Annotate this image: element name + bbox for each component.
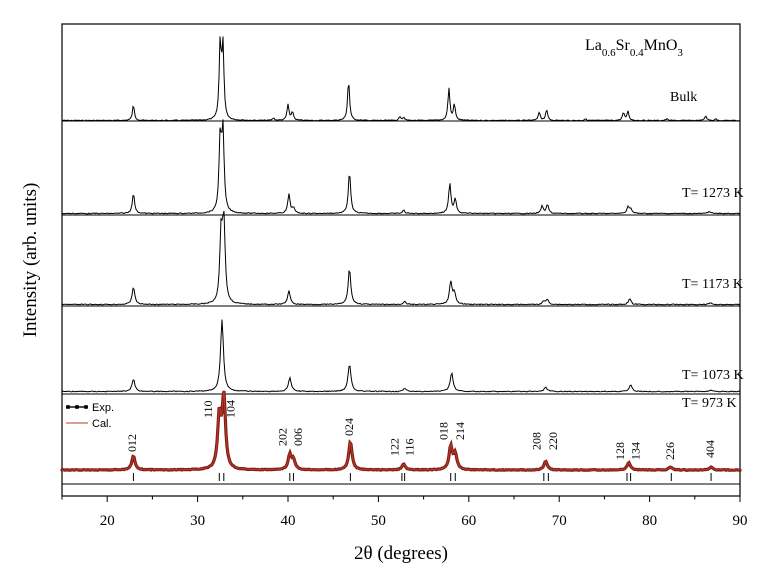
hkl-label: 214	[453, 422, 467, 440]
fit-sample-label: T= 973 K	[682, 396, 737, 411]
hkl-label: 202	[276, 428, 290, 446]
x-tick-label: 80	[642, 513, 657, 529]
x-tick-label: 90	[733, 513, 748, 529]
legend-exp-label: Exp.	[92, 402, 114, 414]
hkl-label: 110	[201, 400, 215, 418]
hkl-label: 122	[388, 438, 402, 456]
hkl-label: 012	[125, 434, 139, 452]
hkl-label: 128	[613, 442, 627, 460]
hkl-label: 134	[628, 442, 642, 460]
hkl-label: 018	[436, 422, 450, 440]
x-tick-label: 30	[190, 513, 205, 529]
plot-frame	[61, 23, 741, 497]
series-line	[61, 210, 741, 306]
series-label: Bulk	[670, 90, 697, 105]
series-line	[61, 119, 741, 215]
x-tick-label: 60	[461, 513, 476, 529]
legend-exp-marker	[66, 405, 70, 409]
hkl-label: 208	[530, 432, 544, 450]
series-label: T= 1173 K	[682, 277, 743, 292]
cal-series-line	[62, 390, 740, 471]
formula-label: La0.6Sr0.4MnO3	[585, 37, 683, 59]
series-label: T= 1273 K	[682, 186, 744, 201]
legend-cal-label: Cal.	[92, 418, 112, 430]
x-axis-title: 2θ (degrees)	[354, 543, 448, 564]
hkl-label: 220	[546, 432, 560, 450]
series-line	[61, 319, 741, 393]
series-label: T= 1073 K	[682, 368, 744, 383]
hkl-label: 006	[291, 428, 305, 446]
hkl-label: 226	[663, 442, 677, 460]
x-tick-label: 50	[371, 513, 386, 529]
hkl-label: 404	[703, 440, 717, 458]
series-line	[62, 36, 740, 122]
hkl-label: 024	[342, 418, 356, 436]
x-tick-label: 40	[281, 513, 296, 529]
legend-exp-marker	[75, 405, 79, 409]
legend-exp-marker	[84, 405, 88, 409]
hkl-label: 116	[402, 438, 416, 456]
y-axis-title: Intensity (arb. units)	[20, 183, 41, 338]
hkl-label: 104	[224, 400, 238, 418]
x-tick-label: 20	[100, 513, 115, 529]
x-tick-label: 70	[552, 513, 567, 529]
